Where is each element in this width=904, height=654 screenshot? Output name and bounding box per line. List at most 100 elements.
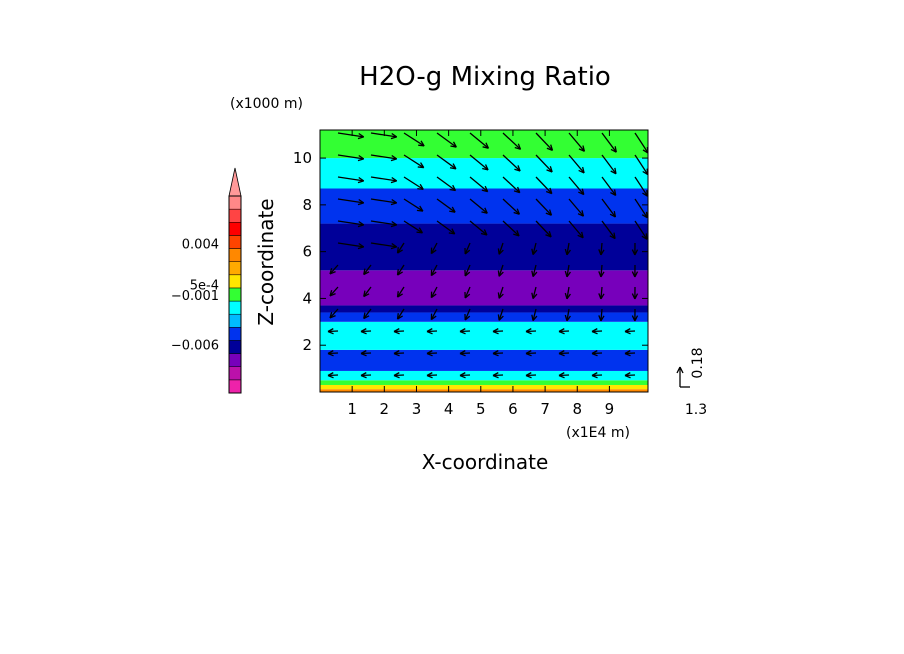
wind-vector-head: [459, 372, 466, 377]
colorbar-swatch: [228, 300, 242, 315]
wind-vector: [566, 242, 570, 255]
wind-vector: [634, 198, 648, 219]
wind-vector-head: [449, 188, 456, 192]
wind-vector-head: [591, 374, 598, 379]
colorbar-swatch: [228, 327, 242, 341]
x-tick-label: 2: [380, 400, 390, 418]
wind-vector-head: [396, 291, 399, 298]
wind-vector-head: [600, 315, 605, 322]
wind-vector-head: [598, 249, 602, 256]
wind-vector-head: [531, 314, 534, 321]
colorbar-swatch: [228, 353, 242, 367]
wind-vector: [403, 176, 424, 190]
wind-vector: [634, 132, 648, 154]
wind-vector-head: [390, 136, 397, 140]
wind-vector-head: [464, 271, 471, 277]
colorbar-label: −0.006: [171, 339, 219, 354]
wind-vector-head: [497, 248, 500, 255]
wind-vector: [469, 198, 488, 214]
wind-vector-head: [645, 233, 648, 240]
wind-vector-head: [549, 166, 553, 173]
wind-vector: [403, 132, 425, 147]
wind-vector-head: [634, 315, 639, 322]
x-unit-label: (x1E4 m): [566, 425, 630, 441]
wind-vector-head: [525, 352, 532, 357]
wind-vector-head: [610, 148, 617, 153]
wind-vector: [502, 132, 521, 150]
wind-vector-head: [613, 232, 616, 239]
wind-vector-head: [610, 192, 617, 196]
wind-vector-head: [484, 185, 489, 192]
wind-vector-head: [464, 249, 471, 255]
wind-vector-head: [390, 246, 397, 250]
wind-vector-head: [546, 169, 553, 173]
wind-vector-head: [642, 149, 648, 154]
wind-vector: [568, 154, 585, 174]
colorbar-swatch: [228, 366, 242, 381]
wind-vector-head: [513, 233, 520, 237]
wind-vector-head: [514, 168, 521, 172]
wind-vector-head: [363, 293, 370, 298]
wind-vector-head: [581, 188, 585, 195]
wind-vector-head: [566, 249, 571, 256]
wind-vector-head: [545, 234, 552, 238]
wind-vector-head: [631, 249, 636, 256]
y-tick-label: 8: [302, 196, 312, 214]
wind-vector-head: [492, 374, 499, 379]
wind-vector-head: [484, 207, 488, 214]
wind-vector: [430, 242, 438, 254]
wind-vector: [370, 154, 397, 160]
colorbar-label: −0.001: [171, 289, 219, 304]
wind-vector-head: [558, 372, 565, 377]
contour-band: [320, 158, 648, 189]
wind-vector: [535, 154, 553, 173]
wind-vector: [502, 220, 520, 237]
wind-vector-head: [497, 292, 500, 299]
wind-vector-head: [558, 374, 565, 379]
wind-vector-head: [564, 248, 568, 256]
y-tick-label: 2: [302, 336, 312, 354]
wind-vector-head: [613, 210, 617, 218]
wind-vector-head: [581, 166, 585, 174]
wind-vector-head: [641, 235, 648, 240]
wind-vector: [337, 242, 364, 248]
wind-vector-head: [363, 268, 366, 275]
wind-vector-head: [393, 374, 400, 379]
wind-vector-head: [598, 315, 602, 322]
wind-vector-head: [426, 328, 433, 333]
wind-vector-head: [358, 132, 365, 138]
wind-vector-head: [363, 312, 366, 319]
wind-vector-head: [329, 271, 336, 275]
wind-vector-head: [634, 249, 639, 256]
contour-band: [320, 305, 648, 313]
contour-band: [320, 188, 648, 224]
colorbar-swatch: [228, 274, 242, 289]
wind-vector-head: [600, 271, 605, 278]
wind-vector-head: [566, 315, 571, 322]
wind-vector: [566, 286, 570, 299]
wind-vector-head: [624, 374, 631, 379]
wind-vector-head: [391, 154, 398, 160]
wind-vector-head: [631, 271, 636, 278]
wind-vector: [600, 242, 603, 256]
colorbar-label: 0.004: [182, 238, 219, 253]
wind-vector-head: [396, 313, 399, 320]
wind-vector-head: [480, 232, 488, 236]
wind-vector-head: [577, 234, 584, 239]
wind-vector-head: [482, 146, 489, 149]
x-tick-label: 7: [540, 400, 550, 418]
wind-vector-head: [531, 270, 534, 277]
x-axis-label: X-coordinate: [422, 450, 549, 474]
wind-vector: [535, 132, 553, 151]
wind-vector-head: [358, 154, 365, 160]
wind-vector-head: [598, 271, 602, 278]
wind-vector-head: [492, 350, 499, 355]
wind-vector: [436, 198, 456, 213]
contour-band: [320, 223, 648, 271]
wind-vector: [532, 242, 537, 255]
wind-vector-head: [390, 224, 397, 228]
wind-vector-head: [391, 132, 398, 138]
wind-vector-head: [600, 293, 605, 300]
wind-vector: [464, 264, 471, 277]
wind-vector: [498, 264, 504, 277]
